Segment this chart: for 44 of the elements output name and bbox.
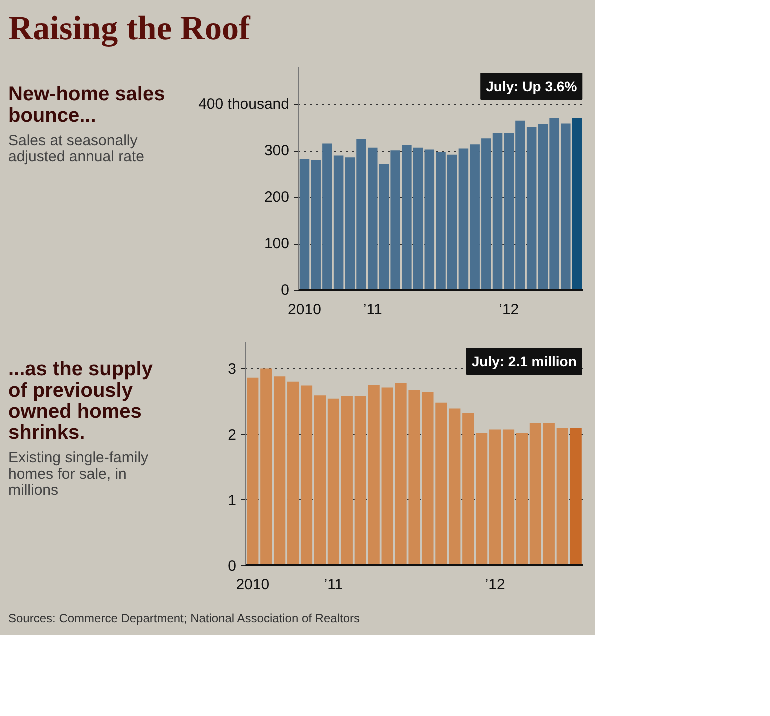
- x-tick-label: ’12: [499, 302, 520, 318]
- y-tick-label: 400 thousand: [198, 96, 290, 114]
- bar: [476, 433, 488, 566]
- bar: [368, 385, 380, 566]
- bar: [341, 396, 353, 566]
- x-tick-label: ’11: [324, 576, 344, 594]
- bar: [354, 396, 366, 566]
- bar: [543, 423, 555, 566]
- bar: [449, 408, 461, 566]
- bar: [300, 386, 313, 566]
- bar: [570, 428, 582, 566]
- source-note: Sources: Commerce Department; National Association of Realtors: [8, 612, 360, 626]
- bar: [260, 368, 272, 566]
- bar: [314, 396, 326, 566]
- x-tick-label: 2010: [236, 576, 270, 594]
- x-tick-label: 2010: [288, 302, 322, 318]
- bar: [328, 398, 340, 566]
- bar: [490, 430, 502, 566]
- chart-title: Raising the Roof: [8, 10, 251, 48]
- bar: [572, 118, 582, 290]
- bar: [247, 378, 259, 566]
- x-tick-label: ’11: [363, 302, 382, 318]
- y-tick-label: 0: [281, 282, 290, 299]
- bar: [516, 433, 528, 566]
- bar: [462, 413, 474, 566]
- text: Sales at seasonally adjusted annual rate: [8, 132, 144, 166]
- x-tick-label: ’12: [485, 576, 506, 594]
- text: ...as the supply of previously owned homes shrinks.: [8, 358, 154, 444]
- text: New-home sales bounce...: [8, 84, 166, 127]
- bar: [556, 428, 568, 566]
- annotation: July: 2.1 million: [472, 354, 577, 370]
- bar: [502, 430, 515, 566]
- y-tick-label: 200: [264, 189, 290, 206]
- annotation: July: Up 3.6%: [486, 78, 578, 94]
- y-tick-label: 100: [264, 236, 290, 253]
- y-tick-label: 3: [228, 361, 236, 378]
- bar: [530, 423, 542, 566]
- y-tick-label: 0: [228, 558, 236, 575]
- text: Existing single-family homes for sale, in millions: [8, 450, 150, 499]
- y-tick-label: 1: [228, 492, 236, 510]
- bar: [288, 382, 300, 566]
- y-tick-label: 300: [264, 142, 290, 160]
- bar: [274, 376, 286, 566]
- y-tick-label: 2: [228, 426, 236, 444]
